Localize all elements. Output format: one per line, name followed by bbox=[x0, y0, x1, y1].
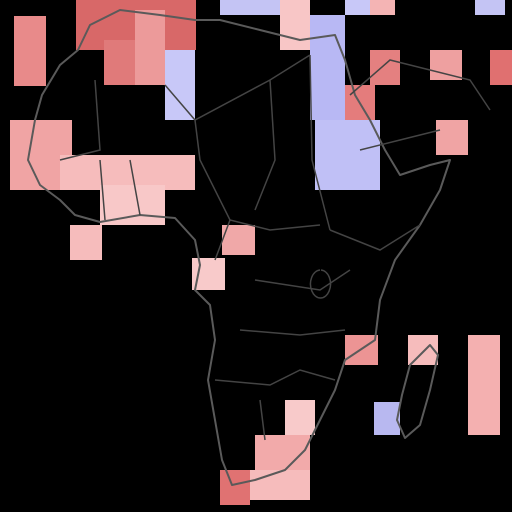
cell bbox=[60, 155, 195, 190]
cell bbox=[165, 50, 195, 120]
cell bbox=[250, 470, 310, 500]
cell bbox=[70, 225, 102, 260]
africa-coastline bbox=[27, 9, 451, 486]
cell bbox=[315, 120, 380, 190]
cell bbox=[220, 0, 280, 15]
country-borders bbox=[59, 54, 491, 441]
cell bbox=[430, 50, 462, 80]
cell bbox=[310, 15, 345, 120]
cell bbox=[14, 16, 46, 86]
cell bbox=[370, 0, 395, 15]
cell bbox=[135, 10, 165, 85]
cell bbox=[255, 435, 310, 475]
cell bbox=[468, 335, 500, 435]
cell bbox=[285, 400, 315, 435]
cell bbox=[345, 0, 370, 15]
cell bbox=[100, 185, 165, 225]
cell bbox=[220, 470, 250, 505]
cell bbox=[370, 50, 400, 85]
cell bbox=[222, 225, 255, 255]
cell bbox=[374, 402, 400, 435]
cell bbox=[436, 120, 468, 155]
borders bbox=[27, 9, 491, 486]
madagascar bbox=[396, 344, 439, 439]
cell bbox=[280, 0, 310, 50]
anomaly-cells bbox=[10, 0, 512, 505]
cell bbox=[475, 0, 505, 15]
cell bbox=[490, 50, 512, 85]
